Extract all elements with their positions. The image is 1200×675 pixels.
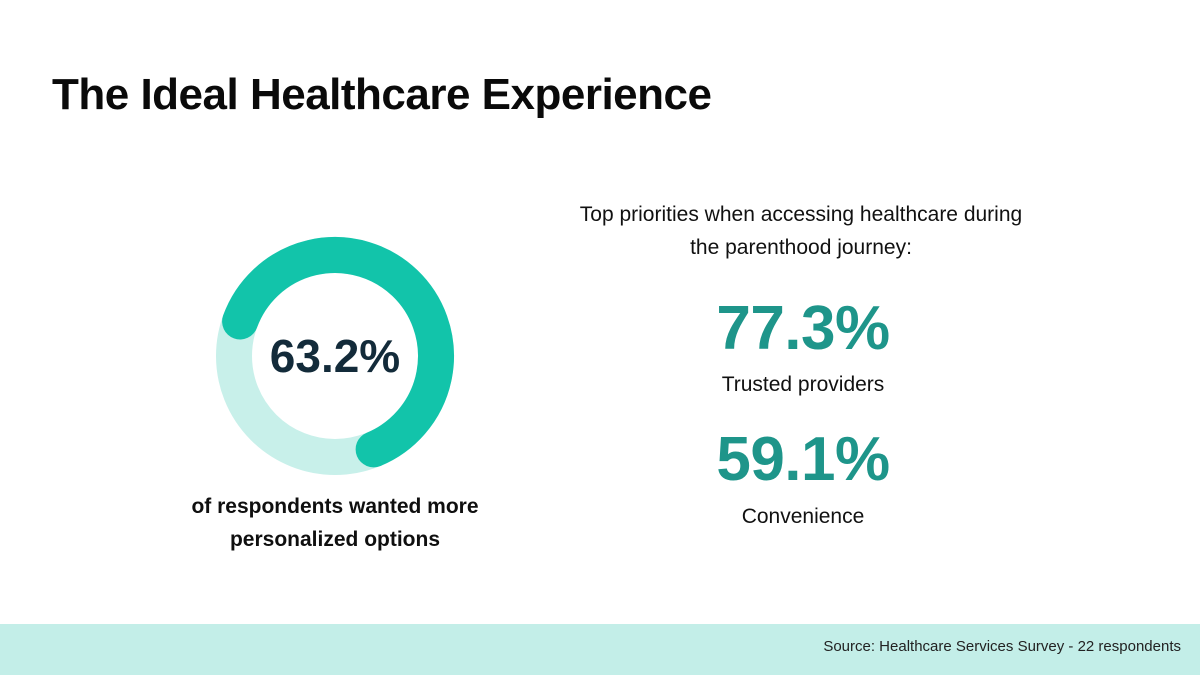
stat-value-convenience: 59.1%: [716, 425, 890, 494]
donut-svg: 63.2%: [216, 237, 454, 475]
donut-caption: of respondents wanted more personalized …: [191, 495, 479, 551]
page-title: The Ideal Healthcare Experience: [52, 70, 712, 119]
stat-label-trusted-providers: Trusted providers: [721, 373, 885, 396]
donut-filled-arc: [222, 237, 454, 468]
priorities-heading: Top priorities when accessing healthcare…: [579, 203, 1023, 259]
footer-bar: Source: Healthcare Services Survey - 22 …: [0, 624, 1200, 675]
donut-chart: 63.2%: [207, 228, 463, 484]
stat-label-convenience: Convenience: [741, 505, 865, 528]
donut-center-label: 63.2%: [270, 330, 400, 382]
stat-value-trusted-providers: 77.3%: [716, 294, 890, 363]
source-note: Source: Healthcare Services Survey - 22 …: [823, 638, 1181, 655]
